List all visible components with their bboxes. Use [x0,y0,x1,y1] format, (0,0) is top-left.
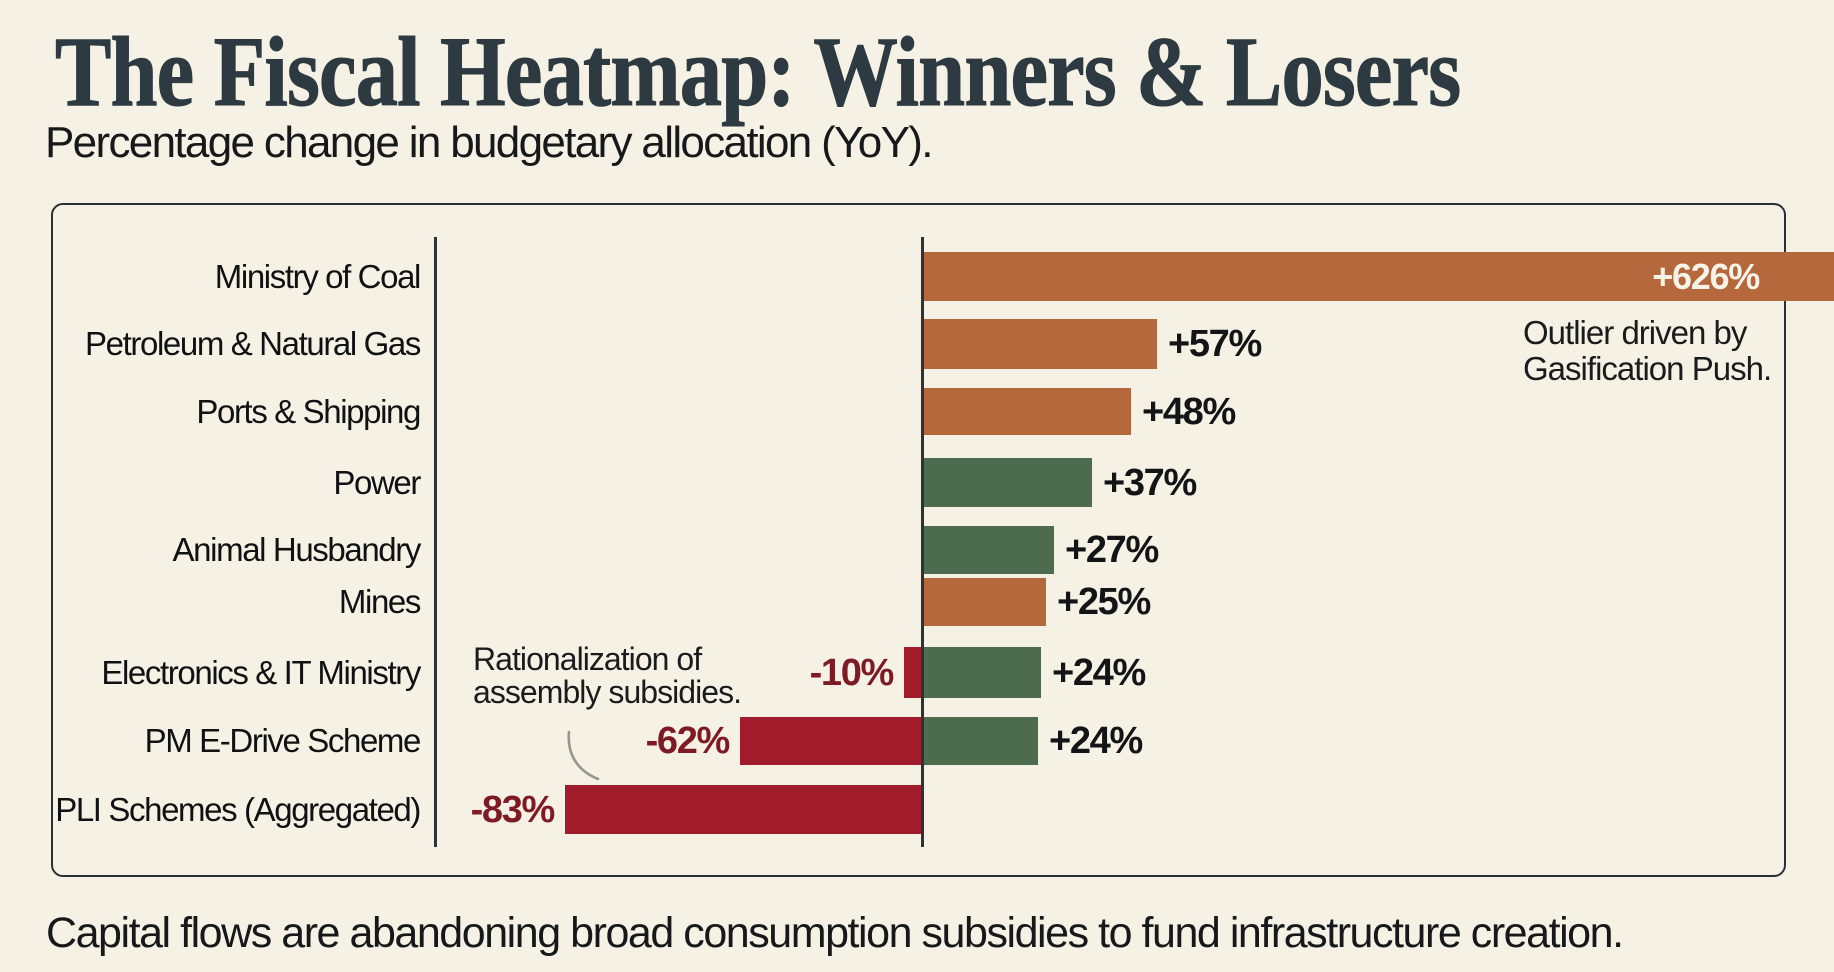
page-subtitle: Percentage change in budgetary allocatio… [45,118,933,167]
annotation-rationalization: Rationalization of assembly subsidies. [473,640,742,710]
page-title: The Fiscal Heatmap: Winners & Losers [55,16,1462,127]
bar-segment [922,717,1038,765]
bar-segment [740,717,922,765]
value-label: +57% [1168,323,1262,365]
value-label: -10% [809,651,895,694]
bar-segment [922,252,1834,301]
category-label: Power [333,463,421,501]
value-label: +24% [1052,651,1146,694]
bar-segment [922,388,1131,435]
value-label: +626% [1652,255,1760,297]
page-footnote: Capital flows are abandoning broad consu… [46,909,1624,957]
value-label: +24% [1049,720,1143,762]
category-label: Electronics & IT Ministry [101,653,421,691]
category-label: PM E-Drive Scheme [144,722,422,759]
category-label: Mines [338,583,421,620]
bar-segment [922,319,1157,369]
value-label: +27% [1065,529,1159,571]
value-label: +48% [1142,390,1236,433]
annotation-line: Outlier driven by [1523,314,1747,351]
bar-segment [922,578,1046,626]
value-label: +37% [1103,461,1197,504]
label-divider-line [433,237,437,847]
bar-segment [904,647,922,698]
bar-segment [565,785,922,834]
category-label: Petroleum & Natural Gas [85,325,421,362]
bar-segment [922,526,1054,574]
annotation-line: assembly subsidies. [473,673,742,710]
bar-segment [922,647,1041,698]
annotation-outlier: Outlier driven by Gasification Push. [1523,314,1772,387]
zero-axis-line [920,237,924,847]
category-label: Ministry of Coal [214,257,422,295]
annotation-leader-curve [567,730,600,781]
value-label: +25% [1057,581,1151,623]
category-label: PLI Schemes (Aggregated) [55,790,421,828]
annotation-line: Rationalization of [473,640,702,677]
value-label: -83% [470,788,556,831]
value-label: -62% [645,720,731,762]
category-label: Animal Husbandry [172,531,422,568]
chart-frame [51,203,1786,877]
category-label: Ports & Shipping [196,392,421,430]
annotation-line: Gasification Push. [1523,350,1772,387]
bar-segment [922,458,1092,507]
